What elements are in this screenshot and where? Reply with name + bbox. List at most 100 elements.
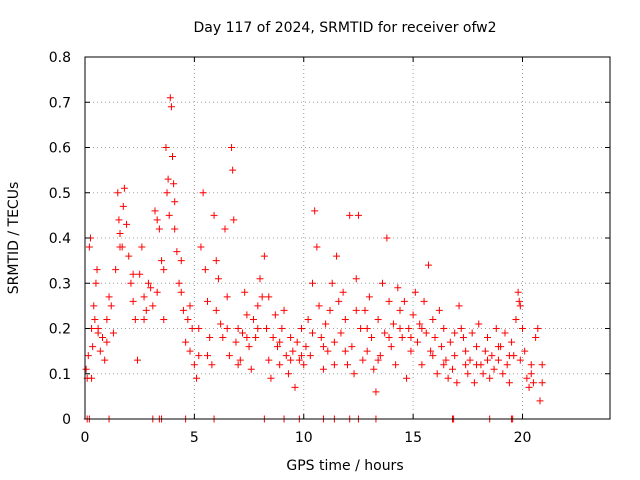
data-point [370, 365, 378, 373]
data-point [514, 288, 522, 296]
data-point [344, 361, 351, 369]
data-point [109, 329, 117, 337]
data-point [252, 334, 260, 342]
data-point [317, 334, 325, 342]
y-tick-label: 0.5 [49, 186, 71, 202]
data-point [315, 302, 323, 310]
data-point [153, 288, 161, 296]
data-point [269, 334, 277, 342]
data-point [335, 297, 343, 305]
data-point [134, 356, 141, 364]
data-point [223, 293, 231, 301]
y-tick-label: 0.6 [49, 141, 71, 157]
data-point [197, 243, 205, 251]
data-point [484, 334, 491, 342]
data-point [319, 365, 327, 373]
data-point [89, 343, 97, 351]
data-point [105, 293, 113, 301]
y-tick-label: 0.3 [49, 276, 71, 292]
data-point [278, 325, 286, 332]
data-point [229, 166, 237, 174]
data-point [208, 361, 216, 369]
data-point [199, 189, 207, 197]
data-point [155, 225, 163, 233]
y-tick-label: 0 [62, 412, 71, 428]
data-point [169, 153, 176, 161]
data-point [486, 374, 494, 382]
data-point [166, 94, 174, 102]
data-point [99, 334, 106, 342]
data-point [173, 248, 181, 256]
data-point [470, 379, 478, 387]
data-point [163, 189, 171, 197]
data-point [221, 225, 229, 233]
data-point [400, 297, 408, 305]
data-point [293, 338, 301, 346]
data-point [501, 329, 509, 337]
data-point [488, 352, 496, 360]
data-point [177, 257, 185, 265]
data-point [387, 343, 395, 351]
y-tick-label: 0.7 [49, 95, 71, 111]
data-point [212, 257, 220, 265]
data-point [532, 334, 540, 342]
data-point [179, 306, 187, 314]
data-point [453, 379, 461, 387]
data-point [265, 293, 273, 301]
data-point [536, 397, 544, 405]
data-point [468, 329, 476, 337]
data-point [372, 388, 380, 396]
data-point [473, 343, 481, 351]
data-point [164, 175, 172, 183]
data-point [313, 243, 321, 251]
data-point [276, 338, 284, 346]
data-point [90, 302, 98, 310]
data-point [120, 184, 128, 192]
data-point [462, 347, 470, 355]
data-point [444, 374, 452, 382]
x-tick-label: 10 [295, 430, 313, 446]
data-point [165, 211, 173, 219]
data-point [442, 356, 450, 364]
data-point [92, 279, 100, 287]
data-point [405, 325, 413, 332]
data-point [481, 347, 489, 355]
data-point [418, 325, 426, 332]
data-point [429, 315, 437, 323]
data-point [298, 352, 306, 360]
data-point [385, 297, 393, 305]
x-tick-label: 0 [81, 430, 90, 446]
data-point [479, 370, 487, 378]
data-point [433, 370, 441, 378]
data-point [265, 356, 273, 364]
data-point [339, 288, 347, 296]
data-point [158, 257, 166, 265]
data-point [455, 302, 463, 310]
data-point [462, 361, 470, 369]
data-point [328, 279, 336, 287]
data-point [363, 325, 371, 332]
data-point [201, 266, 209, 274]
data-point [431, 334, 439, 342]
data-point [101, 356, 109, 364]
data-point [324, 347, 332, 355]
data-point [284, 370, 292, 378]
data-point [389, 320, 397, 328]
data-point [204, 297, 211, 305]
data-point [365, 293, 373, 301]
data-point [350, 370, 358, 378]
data-point [125, 252, 133, 260]
y-tick-label: 0.8 [49, 50, 71, 66]
data-point [503, 361, 511, 369]
data-point [204, 352, 211, 360]
data-point [175, 279, 183, 287]
data-point [403, 374, 411, 382]
data-point [93, 266, 101, 274]
data-point [427, 347, 435, 355]
data-point [525, 383, 533, 391]
data-point [529, 379, 537, 387]
data-point [107, 302, 115, 310]
data-point [225, 352, 233, 360]
data-point [223, 325, 231, 332]
data-point [236, 356, 244, 364]
